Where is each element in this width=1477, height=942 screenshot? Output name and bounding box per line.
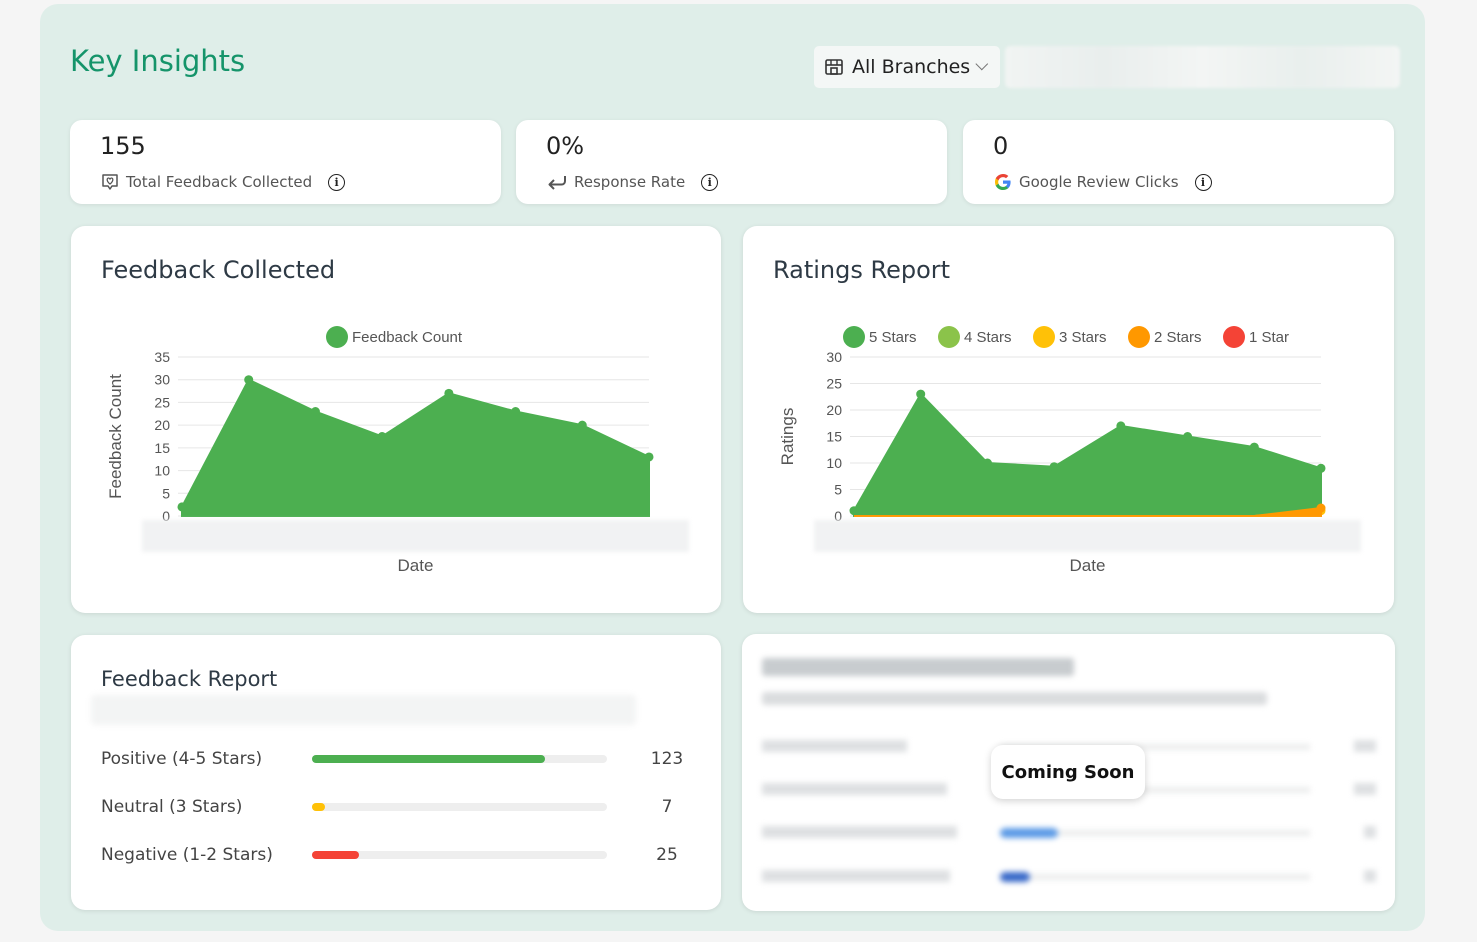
- data-point: [644, 452, 654, 462]
- data-point: [1316, 463, 1326, 473]
- report-row-value: 7: [661, 797, 673, 817]
- legend-label: Feedback Count: [352, 329, 463, 346]
- legend-swatch: [1223, 326, 1245, 348]
- legend-swatch: [1128, 326, 1150, 348]
- stat-label: Google Review Clicks: [1019, 173, 1179, 191]
- report-row-label: Positive (4-5 Stars): [101, 749, 263, 769]
- y-tick-label: 15: [154, 440, 170, 456]
- report-row-bar-track: [312, 803, 607, 811]
- x-axis-label: Date: [398, 556, 434, 575]
- report-row-bar-track: [312, 755, 607, 763]
- legend-label: 4 Stars: [964, 329, 1012, 346]
- y-axis-label: Feedback Count: [106, 374, 125, 499]
- data-point: [1249, 442, 1259, 452]
- blurred-x-tick-labels: [142, 520, 689, 552]
- x-axis-label: Date: [1070, 556, 1106, 575]
- date-range-filter[interactable]: [1005, 46, 1400, 88]
- page-title: Key Insights: [70, 44, 246, 78]
- y-tick-label: 0: [162, 508, 170, 524]
- branch-select[interactable]: All Branches: [814, 46, 1000, 88]
- y-axis-label: Ratings: [778, 408, 797, 466]
- feedback-collected-chart: 0 5 10 15 20 25 30 35 Date Feedback Count Feedback…: [106, 326, 689, 575]
- stat-value: 155: [100, 132, 146, 160]
- card-title: Ratings Report: [773, 256, 951, 284]
- stat-card-total-feedback: 155 Total Feedback Collected i: [70, 120, 501, 204]
- legend-label: 1 Star: [1249, 329, 1289, 346]
- legend-swatch: [326, 326, 348, 348]
- data-point: [1049, 462, 1059, 472]
- blurred-timeline-content: [742, 634, 1395, 911]
- feedback-collected-card: Feedback Collected 0 5 10 15 20 25 30 35 Date Fee…: [71, 226, 721, 613]
- legend-swatch: [938, 326, 960, 348]
- info-icon[interactable]: i: [1194, 173, 1212, 191]
- report-row-bar-fill: [312, 755, 546, 763]
- area-series-0: [853, 392, 1322, 517]
- y-tick-label: 10: [154, 463, 170, 479]
- stat-label: Total Feedback Collected: [126, 173, 313, 191]
- feedback-report-card: Feedback Report Positive (4-5 Stars) 123 N…: [71, 635, 721, 910]
- report-row-bar-fill: [312, 803, 326, 811]
- report-row-bar-fill: [312, 851, 360, 859]
- stat-value: 0: [993, 132, 1009, 160]
- legend-swatch: [843, 326, 865, 348]
- y-tick-label: 30: [154, 372, 170, 388]
- data-point: [511, 407, 521, 417]
- store-icon: [825, 59, 843, 75]
- ratings-report-chart: 0 5 10 15 20 25 30 Date Ratings 5 Stars 4 Stars 3 S…: [778, 326, 1361, 575]
- card-title: Feedback Collected: [101, 256, 336, 284]
- data-point: [577, 420, 587, 430]
- branch-select-value: All Branches: [852, 56, 971, 78]
- data-point: [982, 458, 992, 468]
- y-tick-label: 5: [834, 482, 842, 498]
- data-point: [849, 506, 859, 516]
- stat-label: Response Rate: [574, 173, 686, 191]
- y-tick-label: 30: [826, 349, 842, 365]
- data-point: [310, 407, 320, 417]
- report-row-value: 25: [656, 845, 678, 865]
- google-icon: [995, 174, 1011, 190]
- y-tick-label: 10: [826, 455, 842, 471]
- info-icon[interactable]: i: [701, 173, 719, 191]
- report-row-bar-track: [312, 851, 607, 859]
- y-tick-label: 35: [154, 349, 170, 365]
- data-point: [916, 389, 926, 399]
- y-tick-label: 0: [834, 508, 842, 524]
- report-row-value: 123: [650, 749, 684, 769]
- legend-label: 2 Stars: [1154, 329, 1202, 346]
- chevron-down-icon: [975, 57, 989, 70]
- stat-card-google-clicks: 0 Google Review Clicks i: [963, 120, 1394, 204]
- stat-card-response-rate: 0% Response Rate i: [516, 120, 947, 204]
- coming-soon-badge: Coming Soon: [991, 745, 1145, 799]
- legend-label: 5 Stars: [869, 329, 917, 346]
- y-tick-label: 5: [162, 485, 170, 501]
- legend-label: 3 Stars: [1059, 329, 1107, 346]
- data-point: [444, 388, 454, 398]
- area-series-0: [181, 378, 650, 517]
- reply-arrow-icon: [548, 176, 566, 190]
- card-title: Feedback Report: [101, 667, 278, 691]
- report-row-label: Neutral (3 Stars): [101, 797, 243, 817]
- data-point: [1116, 421, 1126, 431]
- y-tick-label: 25: [826, 376, 842, 392]
- blurred-subtitle: [91, 695, 636, 725]
- legend-swatch: [1033, 326, 1055, 348]
- blurred-x-tick-labels: [814, 520, 1361, 552]
- y-tick-label: 25: [154, 394, 170, 410]
- info-icon[interactable]: i: [328, 173, 346, 191]
- data-point: [1316, 503, 1326, 513]
- data-point: [1183, 432, 1193, 441]
- data-point: [177, 502, 187, 512]
- report-row-label: Negative (1-2 Stars): [101, 845, 273, 865]
- ratings-report-card: Ratings Report 0 5 10 15 20 25 30 Date Ratings 5 …: [743, 226, 1394, 613]
- data-point: [377, 432, 387, 441]
- y-tick-label: 20: [154, 417, 170, 433]
- y-tick-label: 15: [826, 429, 842, 445]
- chat-heart-icon: [102, 174, 118, 190]
- y-tick-label: 20: [826, 402, 842, 418]
- data-point: [244, 375, 254, 385]
- stat-value: 0%: [546, 132, 585, 160]
